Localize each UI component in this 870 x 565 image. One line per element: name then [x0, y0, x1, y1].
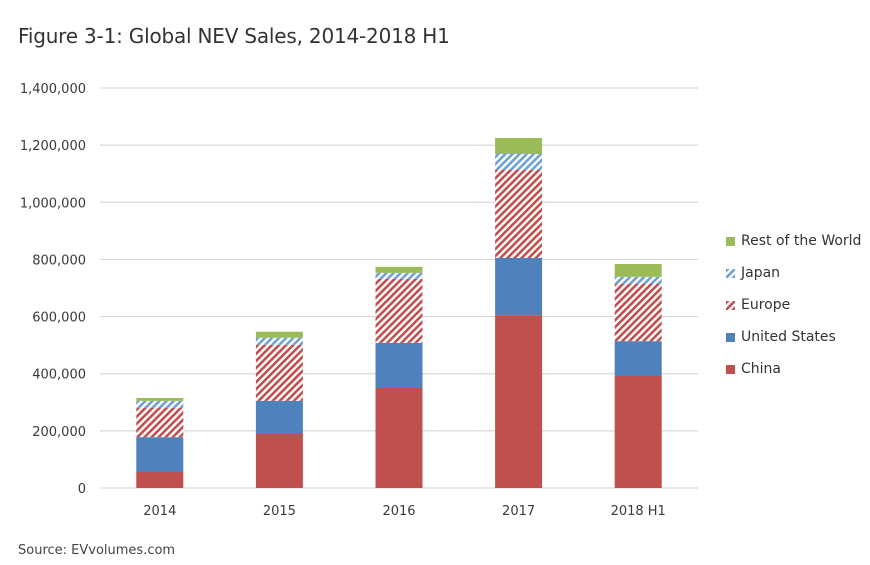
bar-segment-united-states-2017: [495, 258, 543, 316]
legend-label: United States: [741, 329, 836, 345]
x-tick-label: 2018 H1: [611, 504, 666, 519]
legend-label: Japan: [741, 265, 781, 281]
legend-label: Rest of the World: [741, 233, 862, 249]
bar-segment-europe-2016: [375, 278, 423, 343]
x-tick-label: 2016: [382, 504, 415, 519]
bar-segment-japan-2016: [375, 272, 423, 279]
legend-item-china: China: [726, 353, 861, 385]
bars: [136, 138, 662, 488]
bar-segment-rest-of-the-world-2016: [375, 266, 423, 273]
legend-swatch-japan: [726, 268, 735, 278]
legend-swatch-europe: [726, 300, 735, 310]
legend-item-rest-of-world: Rest of the World: [726, 225, 861, 257]
bar-segment-united-states-2018-h1: [614, 341, 662, 376]
bar-segment-europe-2014: [136, 408, 184, 438]
bar-segment-japan-2018-h1: [614, 276, 662, 284]
bar-segment-united-states-2014: [136, 437, 184, 472]
y-tick-label: 1,400,000: [20, 82, 86, 97]
source-note: Source: EVvolumes.com: [18, 543, 176, 558]
bar-segment-rest-of-the-world-2017: [495, 138, 543, 154]
legend-swatch-rest-of-world: [726, 236, 735, 246]
bar-segment-united-states-2016: [375, 342, 423, 388]
bar-segment-europe-2018-h1: [614, 284, 662, 342]
y-tick-label: 600,000: [32, 311, 86, 326]
bar-segment-china-2018-h1: [614, 376, 662, 488]
bar-segment-rest-of-the-world-2014: [136, 398, 184, 401]
legend-item-united-states: United States: [726, 321, 861, 353]
x-tick-label: 2014: [143, 504, 176, 519]
legend-label: Europe: [741, 297, 791, 313]
bar-segment-japan-2015: [255, 337, 303, 345]
y-axis-tick-labels: 0 200,000 400,000 600,000 800,000 1,000,000 1,…: [20, 82, 86, 497]
x-tick-label: 2017: [502, 504, 535, 519]
legend-swatch-china: [726, 364, 735, 374]
bar-segment-china-2014: [136, 472, 184, 488]
legend-swatch-united-states: [726, 332, 735, 342]
chart-title: Figure 3-1: Global NEV Sales, 2014-2018 …: [18, 24, 450, 48]
legend-item-japan: Japan: [726, 257, 861, 289]
y-tick-label: 0: [78, 482, 86, 497]
bar-segment-rest-of-the-world-2018-h1: [614, 264, 662, 277]
legend: Rest of the World Japan Europe United St…: [726, 225, 861, 385]
x-axis-tick-labels: 2014 2015 2016 2017 2018 H1: [143, 504, 666, 519]
bar-segment-rest-of-the-world-2015: [255, 331, 303, 338]
y-tick-label: 400,000: [32, 368, 86, 383]
bar-segment-united-states-2015: [255, 400, 303, 434]
bar-segment-japan-2014: [136, 400, 184, 408]
bar-segment-europe-2017: [495, 170, 543, 258]
x-tick-label: 2015: [263, 504, 296, 519]
bar-segment-china-2017: [495, 315, 543, 488]
y-tick-label: 800,000: [32, 253, 86, 268]
y-tick-label: 1,000,000: [20, 196, 86, 211]
bar-segment-china-2015: [255, 434, 303, 488]
y-tick-label: 1,200,000: [20, 139, 86, 154]
bar-segment-europe-2015: [255, 344, 303, 401]
y-tick-label: 200,000: [32, 425, 86, 440]
bar-segment-japan-2017: [495, 154, 543, 170]
bar-segment-china-2016: [375, 388, 423, 488]
legend-item-europe: Europe: [726, 289, 861, 321]
legend-label: China: [741, 361, 781, 377]
